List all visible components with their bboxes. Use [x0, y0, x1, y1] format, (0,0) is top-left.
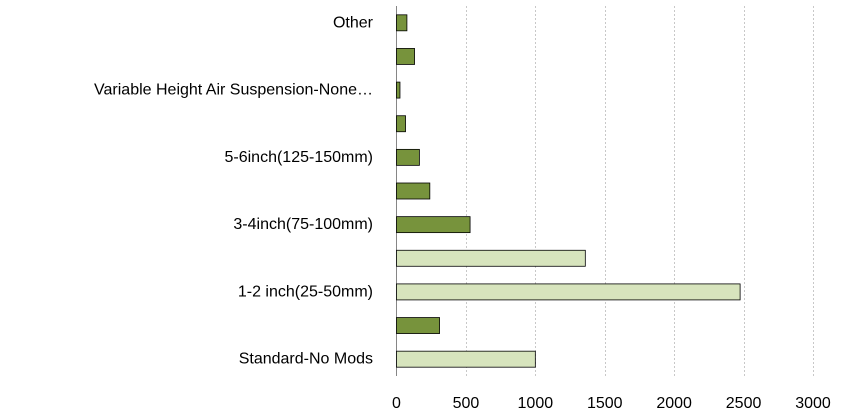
bar-10: [396, 350, 536, 368]
bar-9: [396, 317, 440, 334]
x-tick-label-2500: 2500: [726, 395, 762, 412]
bar-7: [396, 249, 586, 267]
bar-1: [396, 48, 415, 65]
gridlines: [466, 6, 814, 376]
bar-6: [396, 216, 471, 234]
bar-5: [396, 182, 431, 200]
x-tick-label-500: 500: [453, 395, 480, 412]
bars: [396, 14, 741, 368]
x-tick-label-2000: 2000: [656, 395, 692, 412]
bar-3: [396, 115, 406, 133]
category-label-8: 1-2 inch(25-50mm): [238, 283, 373, 300]
x-tick-labels: 0 500 1000 1500 2000 2500 3000: [392, 395, 831, 412]
bar-4: [396, 148, 420, 166]
x-tick-label-1000: 1000: [518, 395, 554, 412]
category-label-2: Variable Height Air Suspension-None…: [94, 82, 373, 99]
bar-0: [396, 14, 408, 32]
x-tick-label-3000: 3000: [795, 395, 831, 412]
category-label-6: 3-4inch(75-100mm): [233, 216, 373, 233]
category-label-10: Standard-No Mods: [239, 351, 373, 368]
x-tick-label-0: 0: [392, 395, 401, 412]
category-labels: Other Variable Height Air Suspension-None…: [94, 14, 374, 367]
bar-2: [396, 81, 401, 99]
x-tick-label-1500: 1500: [587, 395, 623, 412]
bar-8: [396, 283, 741, 301]
category-label-0: Other: [333, 14, 374, 31]
category-label-4: 5-6inch(125-150mm): [224, 149, 373, 166]
